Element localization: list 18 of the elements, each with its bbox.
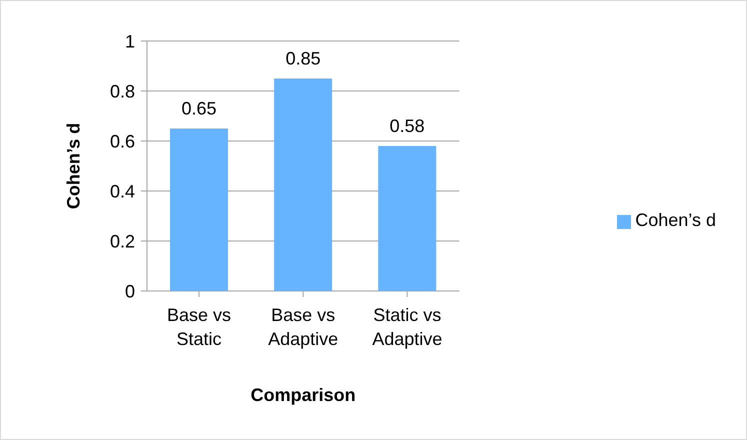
- x-axis-title: Comparison: [250, 385, 356, 405]
- bar: [274, 78, 332, 291]
- data-label: 0.85: [286, 48, 321, 68]
- legend-label: Cohen’s d: [635, 210, 716, 230]
- data-label: 0.65: [181, 98, 217, 118]
- y-axis-title: Cohen’s d: [63, 122, 84, 210]
- y-tick-label: 0.6: [110, 131, 135, 152]
- bar: [170, 128, 228, 291]
- data-label: 0.58: [390, 116, 425, 136]
- x-tick-label: Static vs Adaptive: [372, 305, 442, 349]
- y-tick-label: 0.8: [110, 81, 135, 102]
- x-tick-label: Base vs Static: [167, 305, 232, 349]
- bar: [378, 146, 436, 291]
- x-tick-label: Base vs Adaptive: [268, 305, 338, 349]
- y-tick-label: 0: [124, 281, 135, 302]
- y-tick-label: 1: [124, 31, 135, 52]
- y-tick-label: 0.2: [110, 231, 135, 252]
- y-tick-label: 0.4: [110, 181, 135, 202]
